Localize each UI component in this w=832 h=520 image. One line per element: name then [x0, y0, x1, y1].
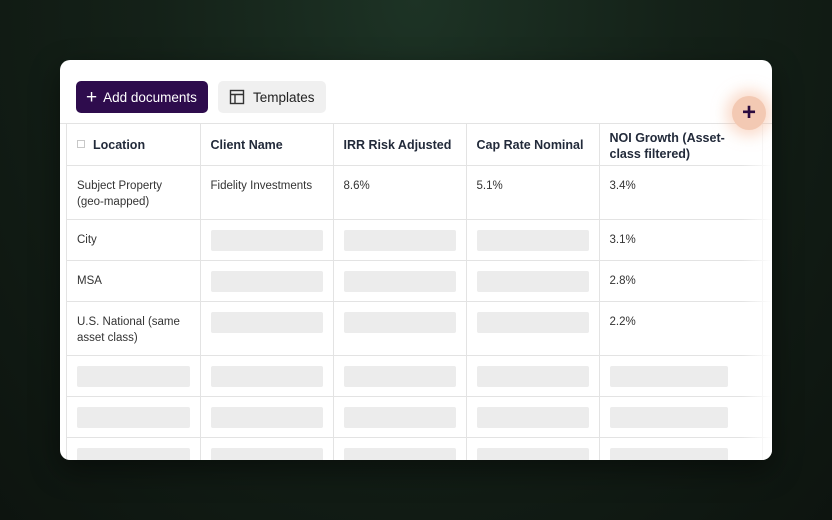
cell-location[interactable]	[67, 355, 201, 397]
cell-client-name[interactable]	[200, 355, 334, 397]
cell-irr[interactable]	[333, 396, 467, 438]
loading-placeholder	[343, 447, 456, 460]
cell-noi-growth[interactable]	[599, 355, 763, 397]
cell-irr[interactable]	[333, 260, 467, 302]
cell-irr[interactable]	[333, 219, 467, 261]
loading-placeholder	[77, 365, 190, 387]
loading-placeholder	[210, 270, 323, 292]
loading-placeholder	[476, 365, 589, 387]
cell-client-name[interactable]	[200, 219, 334, 261]
loading-placeholder	[609, 447, 728, 460]
loading-placeholder	[343, 365, 456, 387]
cell-irr[interactable]	[333, 355, 467, 397]
column-header-noi-growth[interactable]: NOI Growth (Asset-class filtered)	[599, 124, 763, 166]
cell-cap-rate[interactable]	[466, 355, 600, 397]
loading-placeholder	[343, 406, 456, 428]
cell-cap-rate[interactable]	[466, 260, 600, 302]
table-row[interactable]: City 3.1%	[67, 219, 772, 261]
loading-placeholder	[210, 229, 323, 251]
loading-placeholder	[210, 447, 323, 460]
loading-placeholder	[476, 311, 589, 333]
cell-noi-growth[interactable]	[599, 437, 763, 460]
cell-location[interactable]: U.S. National (same asset class)	[67, 301, 201, 356]
data-table: Location Client Name IRR Risk Adjusted C…	[66, 124, 772, 460]
cell-cap-rate[interactable]	[466, 396, 600, 438]
cell-next[interactable]	[762, 165, 772, 220]
cell-noi-growth[interactable]	[599, 396, 763, 438]
cell-irr[interactable]: 8.6%	[333, 165, 467, 220]
toolbar: + Add documents Templates	[60, 60, 772, 124]
loading-placeholder	[476, 447, 589, 460]
cell-next[interactable]	[762, 437, 772, 460]
column-header-cap-rate[interactable]: Cap Rate Nominal	[466, 124, 600, 166]
cell-client-name[interactable]	[200, 437, 334, 460]
table-row[interactable]: Subject Property (geo-mapped) Fidelity I…	[67, 165, 772, 220]
loading-placeholder	[77, 406, 190, 428]
cell-client-name[interactable]	[200, 301, 334, 356]
header-row: Location Client Name IRR Risk Adjusted C…	[67, 124, 772, 166]
cell-client-name[interactable]	[200, 260, 334, 302]
loading-placeholder	[343, 229, 456, 251]
cell-cap-rate[interactable]	[466, 301, 600, 356]
cell-next[interactable]	[762, 219, 772, 261]
cell-irr[interactable]	[333, 437, 467, 460]
add-documents-label: Add documents	[103, 89, 197, 105]
loading-placeholder	[210, 311, 323, 333]
table-layout-icon	[229, 89, 245, 105]
column-header-label: Location	[93, 138, 146, 152]
loading-placeholder	[476, 406, 589, 428]
add-column-button[interactable]: +	[732, 96, 766, 130]
cell-cap-rate[interactable]: 5.1%	[466, 165, 600, 220]
cell-location[interactable]: Subject Property (geo-mapped)	[67, 165, 201, 220]
table-row[interactable]	[67, 396, 772, 438]
cell-location[interactable]: City	[67, 219, 201, 261]
cell-location[interactable]: MSA	[67, 260, 201, 302]
cell-next[interactable]	[762, 355, 772, 397]
spreadsheet-card: + Add documents Templates Location Clien…	[60, 60, 772, 460]
templates-label: Templates	[253, 89, 315, 105]
cell-location[interactable]	[67, 396, 201, 438]
cell-noi-growth[interactable]: 2.2%	[599, 301, 763, 356]
add-documents-button[interactable]: + Add documents	[76, 81, 208, 113]
cell-next[interactable]	[762, 301, 772, 356]
loading-placeholder	[609, 406, 728, 428]
loading-placeholder	[210, 406, 323, 428]
column-header-irr[interactable]: IRR Risk Adjusted	[333, 124, 467, 166]
cell-noi-growth[interactable]: 2.8%	[599, 260, 763, 302]
loading-placeholder	[77, 447, 190, 460]
cell-client-name[interactable]: Fidelity Investments	[200, 165, 334, 220]
column-header-next[interactable]	[762, 124, 772, 166]
column-header-client-name[interactable]: Client Name	[200, 124, 334, 166]
plus-icon: +	[741, 99, 756, 126]
loading-placeholder	[609, 365, 728, 387]
loading-placeholder	[210, 365, 323, 387]
loading-placeholder	[343, 270, 456, 292]
loading-placeholder	[343, 311, 456, 333]
table-row[interactable]: MSA 2.8%	[67, 260, 772, 302]
table-row[interactable]	[67, 437, 772, 460]
cell-next[interactable]	[762, 260, 772, 302]
loading-placeholder	[476, 270, 589, 292]
cell-noi-growth[interactable]: 3.4%	[599, 165, 763, 220]
cell-client-name[interactable]	[200, 396, 334, 438]
table-row[interactable]	[67, 355, 772, 397]
select-all-checkbox[interactable]	[77, 140, 85, 148]
column-header-location[interactable]: Location	[67, 124, 201, 166]
cell-location[interactable]	[67, 437, 201, 460]
loading-placeholder	[476, 229, 589, 251]
plus-icon: +	[86, 86, 98, 108]
cell-cap-rate[interactable]	[466, 219, 600, 261]
cell-cap-rate[interactable]	[466, 437, 600, 460]
cell-noi-growth[interactable]: 3.1%	[599, 219, 763, 261]
cell-irr[interactable]	[333, 301, 467, 356]
cell-next[interactable]	[762, 396, 772, 438]
table-row[interactable]: U.S. National (same asset class) 2.2%	[67, 301, 772, 356]
templates-button[interactable]: Templates	[218, 81, 326, 113]
